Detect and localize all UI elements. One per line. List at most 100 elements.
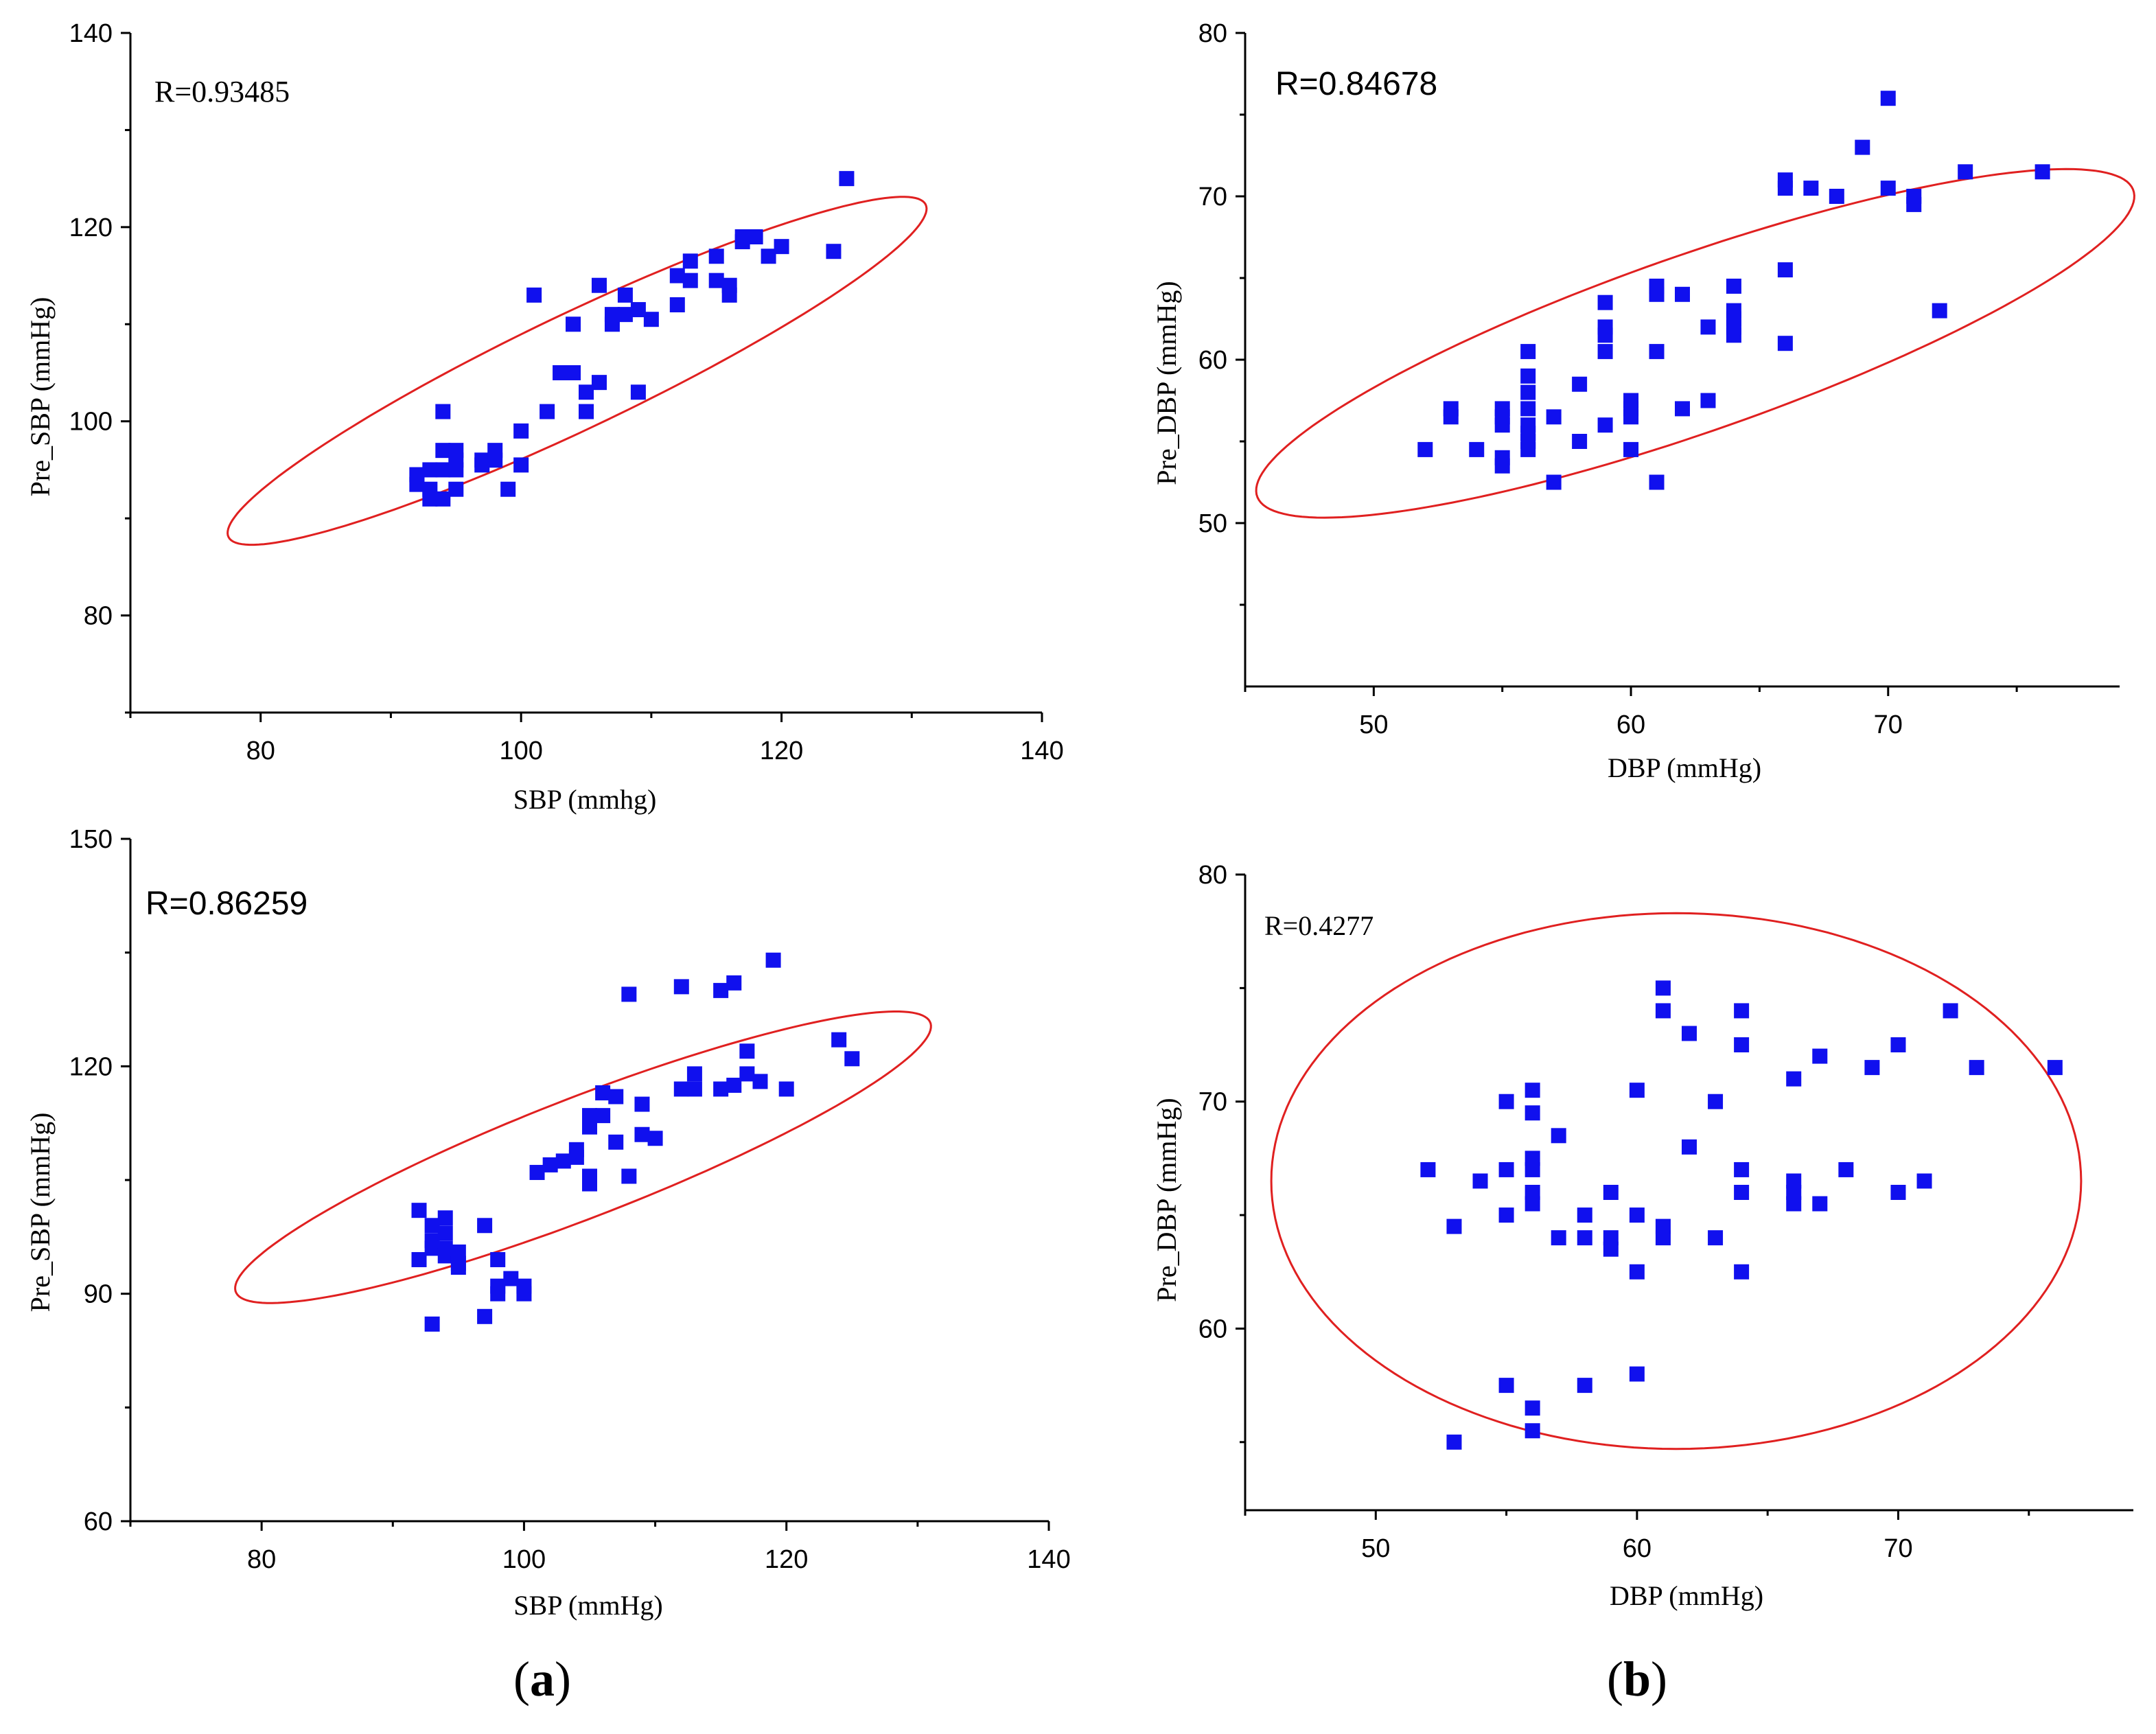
x-tick-label: 80	[246, 737, 275, 765]
data-point	[726, 975, 742, 991]
data-point	[1623, 441, 1639, 457]
y-tick-label: 90	[84, 1280, 113, 1309]
data-point	[1629, 1264, 1645, 1280]
data-point	[566, 365, 581, 380]
data-point	[1525, 1400, 1540, 1416]
data-point	[1525, 1185, 1540, 1200]
data-point	[1417, 441, 1433, 457]
confidence-ellipse	[1255, 167, 2135, 519]
data-point	[1577, 1207, 1592, 1223]
data-point	[555, 1153, 571, 1169]
y-tick-label: 80	[84, 602, 113, 631]
x-tick-label: 50	[1361, 1534, 1390, 1563]
data-point	[721, 287, 737, 303]
data-point	[1890, 1185, 1906, 1200]
data-point	[1597, 344, 1613, 360]
data-point	[437, 1225, 453, 1241]
data-point	[673, 1081, 689, 1097]
data-point	[1812, 1196, 1828, 1212]
y-axis-label-top-right: Pre_DBP (mmHg)	[1151, 281, 1182, 485]
data-point	[1786, 1196, 1802, 1212]
data-point	[1494, 401, 1510, 417]
y-tick-label: 70	[1198, 1088, 1227, 1117]
data-point	[1498, 1094, 1514, 1109]
data-point	[774, 239, 789, 255]
data-point	[1675, 286, 1690, 302]
data-point	[513, 457, 529, 473]
data-point	[591, 277, 607, 293]
data-point	[1520, 401, 1536, 417]
data-point	[1829, 189, 1844, 204]
data-point	[1546, 409, 1562, 425]
y-tick-label: 140	[69, 19, 113, 48]
data-point	[1520, 417, 1536, 433]
data-point	[761, 248, 776, 264]
annotation-bottom-left: R=0.86259	[146, 886, 308, 922]
data-point	[526, 287, 542, 303]
data-point	[450, 1244, 466, 1260]
data-point	[1855, 139, 1870, 155]
data-point	[1708, 1094, 1724, 1109]
data-point	[448, 443, 464, 459]
data-point	[422, 462, 438, 478]
data-point	[1629, 1366, 1645, 1382]
data-point	[1916, 1173, 1932, 1189]
data-point	[1525, 1083, 1540, 1098]
confidence-ellipse	[1270, 912, 2083, 1450]
data-point	[1525, 1196, 1540, 1212]
data-point	[448, 481, 464, 497]
y-tick-label: 70	[1198, 183, 1227, 211]
x-tick-label: 80	[247, 1545, 276, 1574]
data-point	[752, 1074, 768, 1089]
panel-label-a-close: )	[555, 1652, 571, 1707]
data-point	[582, 1108, 597, 1124]
data-point	[1649, 278, 1665, 294]
data-point	[643, 312, 659, 327]
x-tick-label: 70	[1874, 710, 1903, 739]
data-point	[1525, 1151, 1540, 1166]
data-point	[1597, 319, 1613, 335]
data-point	[778, 1081, 794, 1097]
data-point	[669, 268, 685, 284]
data-point	[435, 404, 451, 419]
data-point	[1932, 303, 1947, 319]
data-point	[682, 273, 698, 288]
data-point	[713, 1081, 729, 1097]
panel-label-b-close: )	[1651, 1652, 1667, 1707]
annotation-bottom-right: R=0.4277	[1264, 910, 1373, 941]
y-tick-label: 150	[69, 825, 113, 854]
data-point	[595, 1108, 611, 1124]
x-tick-label: 100	[499, 737, 542, 765]
data-point	[1597, 417, 1613, 433]
data-point	[540, 404, 555, 419]
data-point	[617, 307, 633, 323]
data-point	[411, 1203, 427, 1218]
data-point	[542, 1157, 558, 1172]
chart-top-right: 50 60 70 50 60 70 80 R=0.84678 DBP (mmHg) Pre_…	[1151, 19, 2135, 783]
data-point	[608, 1089, 624, 1105]
data-point	[1655, 1003, 1671, 1019]
x-tick-label: 70	[1883, 1534, 1912, 1563]
data-point	[566, 316, 581, 332]
data-point	[477, 1218, 493, 1234]
data-point	[477, 1308, 493, 1324]
annotation-top-right: R=0.84678	[1275, 66, 1437, 102]
data-point	[1864, 1060, 1880, 1076]
data-point	[1603, 1230, 1619, 1246]
data-point	[1469, 441, 1485, 457]
annotation-top-left: R=0.93485	[154, 75, 290, 108]
data-point	[844, 1051, 860, 1067]
data-point	[1906, 189, 1922, 204]
data-point	[708, 273, 724, 288]
data-point	[1675, 401, 1690, 417]
data-point	[553, 365, 568, 380]
data-point	[1446, 1434, 1462, 1450]
data-point	[490, 1278, 506, 1294]
y-tick-label: 50	[1198, 509, 1227, 538]
data-point	[1786, 1071, 1802, 1087]
data-point	[437, 1210, 453, 1226]
data-point	[1786, 1185, 1802, 1200]
y-tick-label: 60	[1198, 346, 1227, 375]
data-point	[435, 491, 451, 507]
